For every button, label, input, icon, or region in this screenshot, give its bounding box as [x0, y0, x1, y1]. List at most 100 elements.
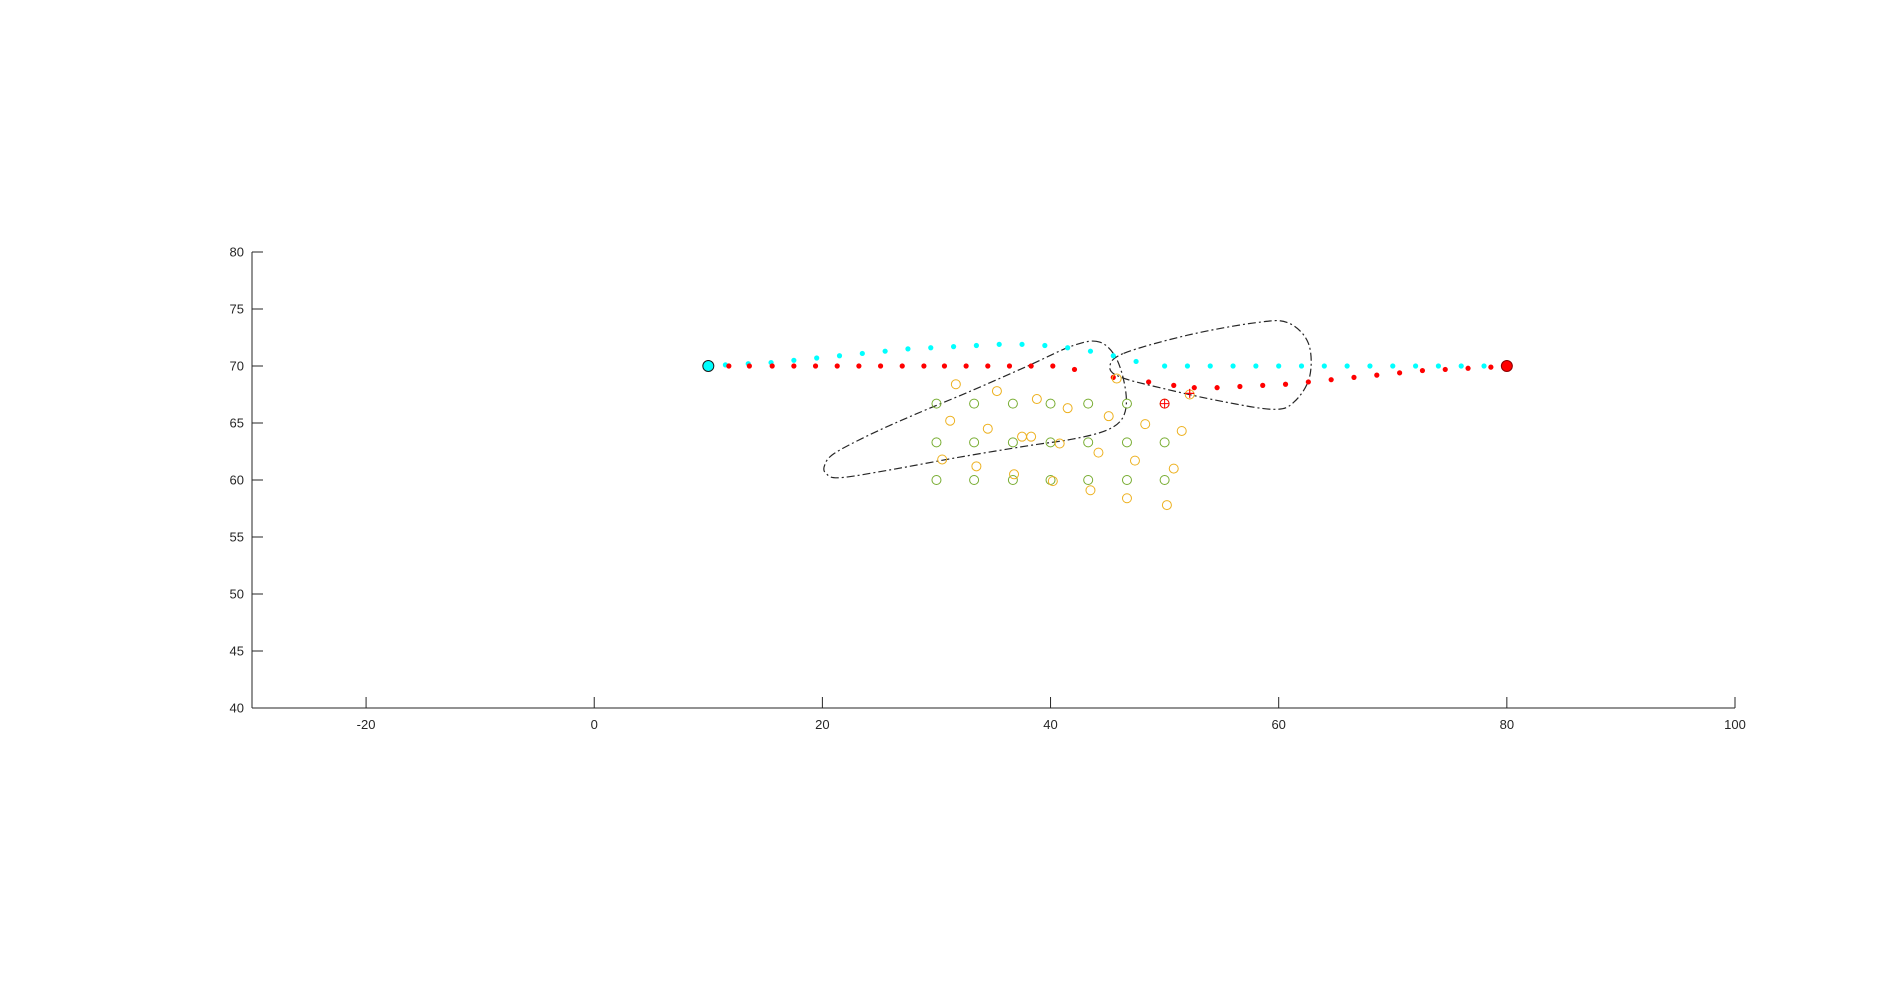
data-point	[814, 355, 820, 361]
data-point	[1237, 383, 1243, 390]
data-point	[982, 423, 993, 434]
data-point	[1110, 353, 1116, 359]
data-point	[1367, 363, 1373, 369]
y-tick-label: 40	[230, 701, 244, 716]
data-point	[1191, 385, 1197, 391]
data-point	[1121, 493, 1132, 504]
data-point	[1129, 455, 1140, 466]
data-point	[791, 363, 797, 369]
data-point	[1006, 363, 1013, 369]
data-point	[1083, 437, 1094, 448]
y-tick-label: 80	[230, 245, 244, 260]
data-point	[1260, 382, 1266, 388]
data-point	[1083, 398, 1094, 409]
data-point	[1344, 363, 1350, 369]
data-point-cross	[1160, 399, 1170, 409]
data-point	[1351, 374, 1357, 380]
data-point	[1026, 431, 1037, 442]
data-point	[969, 437, 980, 448]
data-point	[1045, 398, 1056, 409]
x-tick-label: -20	[357, 717, 376, 732]
data-point	[834, 363, 840, 369]
data-point	[1282, 381, 1289, 387]
data-point	[1140, 419, 1151, 430]
data-point	[726, 363, 732, 369]
data-point	[1121, 398, 1132, 409]
data-point	[791, 357, 797, 363]
x-tick-label: 0	[591, 717, 598, 732]
data-point	[991, 386, 1002, 397]
region-outlines	[823, 320, 1312, 479]
data-point	[1083, 475, 1094, 485]
data-point	[1047, 476, 1058, 487]
start-point	[702, 360, 715, 372]
data-point	[937, 454, 948, 465]
data-point	[1111, 373, 1122, 384]
data-point	[1103, 411, 1114, 422]
data-point	[1019, 341, 1025, 347]
data-point	[1171, 382, 1177, 388]
x-tick-label: 60	[1271, 717, 1285, 732]
data-point	[1121, 475, 1132, 485]
data-point	[996, 341, 1002, 347]
data-point	[1321, 363, 1327, 369]
data-point	[1065, 345, 1071, 351]
data-point	[985, 363, 991, 369]
data-point	[746, 363, 752, 369]
data-point	[1071, 366, 1078, 373]
data-point	[1481, 363, 1487, 369]
y-tick-label: 45	[230, 644, 244, 659]
data-point	[1007, 437, 1018, 448]
data-point	[1390, 363, 1396, 369]
data-point	[931, 398, 942, 409]
data-point	[963, 363, 969, 369]
data-point	[1185, 388, 1195, 398]
data-point	[1009, 469, 1020, 480]
data-point	[1305, 379, 1311, 385]
data-point	[1442, 366, 1448, 373]
data-point	[1253, 363, 1259, 369]
data-point	[1458, 363, 1464, 369]
data-point	[1146, 379, 1152, 385]
data-point	[1328, 377, 1334, 383]
data-point	[1161, 500, 1172, 511]
data-point	[1031, 394, 1042, 405]
data-point	[1298, 363, 1305, 369]
data-point	[1276, 363, 1282, 369]
y-tick-label: 75	[230, 302, 244, 317]
data-point	[1054, 438, 1065, 449]
data-point	[1465, 365, 1471, 371]
data-point	[931, 437, 942, 448]
data-point	[973, 342, 979, 349]
data-point	[899, 363, 905, 369]
x-tick-label: 40	[1043, 717, 1057, 732]
data-point	[1419, 367, 1426, 374]
data-point	[1045, 475, 1056, 485]
data-point	[1397, 370, 1403, 376]
data-point	[877, 363, 884, 369]
y-tick-label: 50	[230, 587, 244, 602]
y-tick-label: 65	[230, 416, 244, 431]
data-point	[1159, 475, 1170, 485]
data-point	[1093, 447, 1104, 458]
data-point	[1085, 485, 1096, 496]
data-point	[950, 344, 957, 350]
y-tick-label: 60	[230, 473, 244, 488]
data-point	[931, 475, 942, 485]
data-point	[1488, 364, 1494, 370]
data-point	[1159, 437, 1170, 448]
data-point	[1412, 363, 1419, 369]
data-point	[1168, 463, 1179, 474]
axes: -20 0 20 40 60 80 100 40 45 50 55 60 65 70 75 80	[230, 245, 1746, 733]
data-point	[1050, 363, 1056, 369]
data-markers	[702, 341, 1513, 511]
data-point	[1184, 363, 1191, 369]
data-point	[1162, 363, 1168, 369]
data-point	[1207, 363, 1213, 369]
x-tick-label: 20	[815, 717, 829, 732]
data-point	[1133, 358, 1139, 365]
region-outline	[1109, 320, 1312, 410]
data-point	[921, 363, 927, 369]
data-point	[1007, 398, 1018, 409]
y-tick-label: 55	[230, 530, 244, 545]
